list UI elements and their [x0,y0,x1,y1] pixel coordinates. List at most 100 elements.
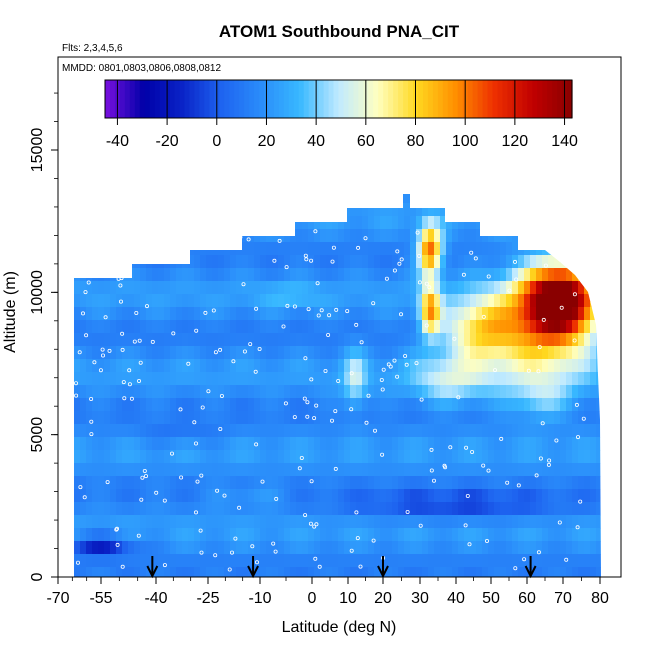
heatmap-cell [542,216,549,230]
heatmap-cell [518,476,525,490]
heatmap-cell [212,255,219,269]
heatmap-cell [458,554,465,568]
heatmap-cell [398,385,405,399]
heatmap-cell [362,528,369,542]
heatmap-cell [566,346,573,360]
sample-point [345,309,350,314]
heatmap-cell [176,398,183,412]
heatmap-cell [344,346,351,360]
heatmap-cell [302,307,309,321]
heatmap-cell [524,216,531,230]
heatmap-cell [86,528,93,542]
heatmap-cell [584,411,591,425]
heatmap-cell [536,450,543,464]
heatmap-cell [98,320,105,334]
heatmap-cell [284,385,291,399]
heatmap-cell [122,194,129,204]
heatmap-cell [284,333,291,347]
heatmap-cell [218,268,225,282]
heatmap-cell [308,216,315,230]
x-tick-label: -10 [248,590,271,607]
heatmap-cell [464,372,471,386]
heatmap-cell [146,541,153,555]
heatmap-cell [590,411,597,425]
heatmap-cell [494,320,501,334]
heatmap-cell [512,554,519,568]
heatmap-cell [302,372,309,386]
heatmap-cell [518,216,525,230]
heatmap-cell [404,333,411,347]
sample-point [354,322,359,327]
heatmap-cell [122,463,129,477]
heatmap-cell [212,567,219,577]
heatmap-cell [314,450,321,464]
sample-point [431,478,436,483]
heatmap-cell [458,307,465,321]
heatmap-cell [434,515,441,529]
heatmap-cell [278,281,285,295]
sample-point [179,475,184,480]
heatmap-cell [248,216,255,230]
heatmap-cell [116,437,123,451]
heatmap-cell [308,385,315,399]
heatmap-cell [344,281,351,295]
heatmap-cell [548,268,555,282]
heatmap-cell [326,229,333,243]
heatmap-cell [584,281,591,295]
heatmap-cell [392,255,399,269]
heatmap-cell [290,450,297,464]
heatmap-cell [260,463,267,477]
heatmap-cell [452,398,459,412]
heatmap-cell [242,333,249,347]
heatmap-cell [254,398,261,412]
heatmap-cell [164,489,171,503]
heatmap-cell [134,307,141,321]
heatmap-cell [458,424,465,438]
heatmap-cell [530,229,537,243]
heatmap-cell [182,216,189,230]
heatmap-cell [260,294,267,308]
heatmap-cell [278,385,285,399]
heatmap-cell [398,502,405,516]
heatmap-cell [224,359,231,373]
heatmap-cell [590,359,597,373]
heatmap-cell [428,424,435,438]
heatmap-cell [212,281,219,295]
heatmap-cell [152,333,159,347]
colorbar-segment [502,80,509,118]
heatmap-cell [536,554,543,568]
heatmap-cell [308,502,315,516]
heatmap-cell [398,268,405,282]
heatmap-cell [560,554,567,568]
heatmap-cell [572,229,579,243]
heatmap-cell [548,229,555,243]
heatmap-cell [104,385,111,399]
sample-point [537,345,542,350]
heatmap-cell [230,554,237,568]
heatmap-cell [260,554,267,568]
heatmap-cell [398,307,405,321]
heatmap-cell [332,554,339,568]
heatmap-cell [146,281,153,295]
heatmap-cell [410,398,417,412]
heatmap-cell [500,411,507,425]
heatmap-cell [386,541,393,555]
heatmap-cell [446,398,453,412]
heatmap-cell [254,242,261,256]
heatmap-cell [428,242,435,256]
heatmap-cell [356,203,363,217]
heatmap-cell [374,255,381,269]
heatmap-cell [260,515,267,529]
heatmap-cell [440,385,447,399]
heatmap-cell [446,216,453,230]
heatmap-cell [548,476,555,490]
heatmap-cell [512,359,519,373]
heatmap-cell [74,281,81,295]
heatmap-cell [206,515,213,529]
heatmap-cell [170,385,177,399]
sample-point [424,323,429,328]
heatmap-cell [452,424,459,438]
heatmap-cell [536,372,543,386]
heatmap-cell [248,194,255,204]
heatmap-cell [116,489,123,503]
